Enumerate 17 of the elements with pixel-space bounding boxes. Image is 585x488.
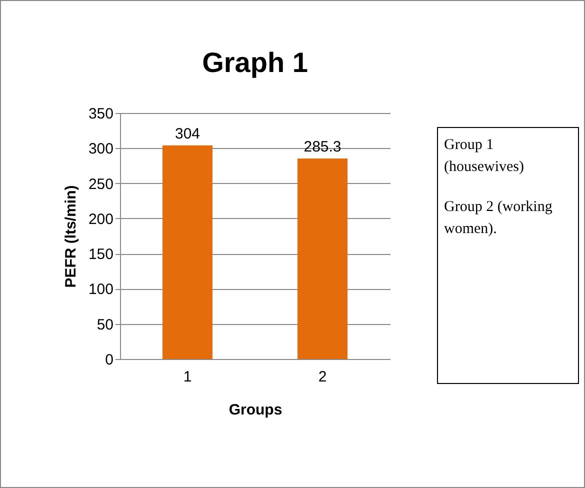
y-tick-label: 0: [105, 352, 114, 368]
chart-title: Graph 1: [202, 47, 308, 78]
y-tick-label: 350: [88, 106, 114, 122]
x-axis-title: Groups: [228, 402, 282, 418]
y-axis-title: PEFR (lts/min): [62, 185, 80, 288]
x-tick-label: 1: [183, 368, 192, 386]
y-tick-label: 150: [88, 246, 114, 264]
y-tick-label: 200: [88, 210, 114, 228]
y-tick-label: 300: [88, 140, 114, 158]
text: Group 2 (working women).: [444, 198, 554, 239]
text: Group 1 (housewives): [444, 136, 525, 177]
data-label: 285.3: [304, 138, 342, 156]
data-label: 304: [174, 125, 200, 142]
y-tick-label: 250: [88, 176, 114, 193]
x-tick-label: 2: [318, 368, 327, 386]
y-tick-label: 50: [96, 316, 114, 334]
y-tick-label: 100: [88, 281, 114, 298]
